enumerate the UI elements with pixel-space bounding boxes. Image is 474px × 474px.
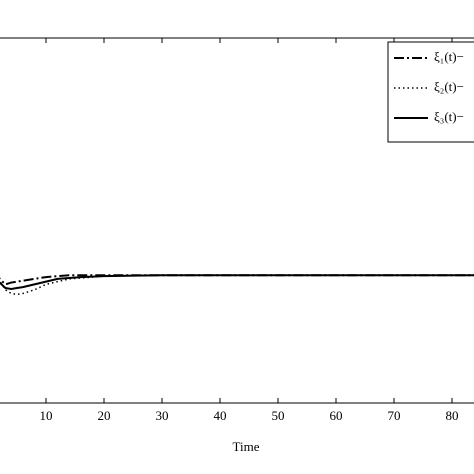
plot-frame: [0, 37, 474, 404]
series-line: [0, 274, 474, 296]
x-tick-label: 40: [214, 408, 227, 423]
x-tick-label: 70: [388, 408, 401, 423]
legend-label: ξ₂(t)−: [434, 79, 464, 94]
x-tick-label: 80: [446, 408, 459, 423]
series-line: [0, 274, 474, 290]
legend-label: ξ₁(t)−: [434, 49, 464, 64]
x-tick-label: 20: [98, 408, 111, 423]
series-line: [0, 274, 474, 286]
x-tick-label: 60: [330, 408, 343, 423]
x-axis-label: Time: [233, 439, 260, 454]
x-tick-label: 30: [156, 408, 169, 423]
x-tick-label: 10: [40, 408, 53, 423]
x-tick-label: 50: [272, 408, 285, 423]
legend-label: ξ₃(t)−: [434, 109, 464, 124]
